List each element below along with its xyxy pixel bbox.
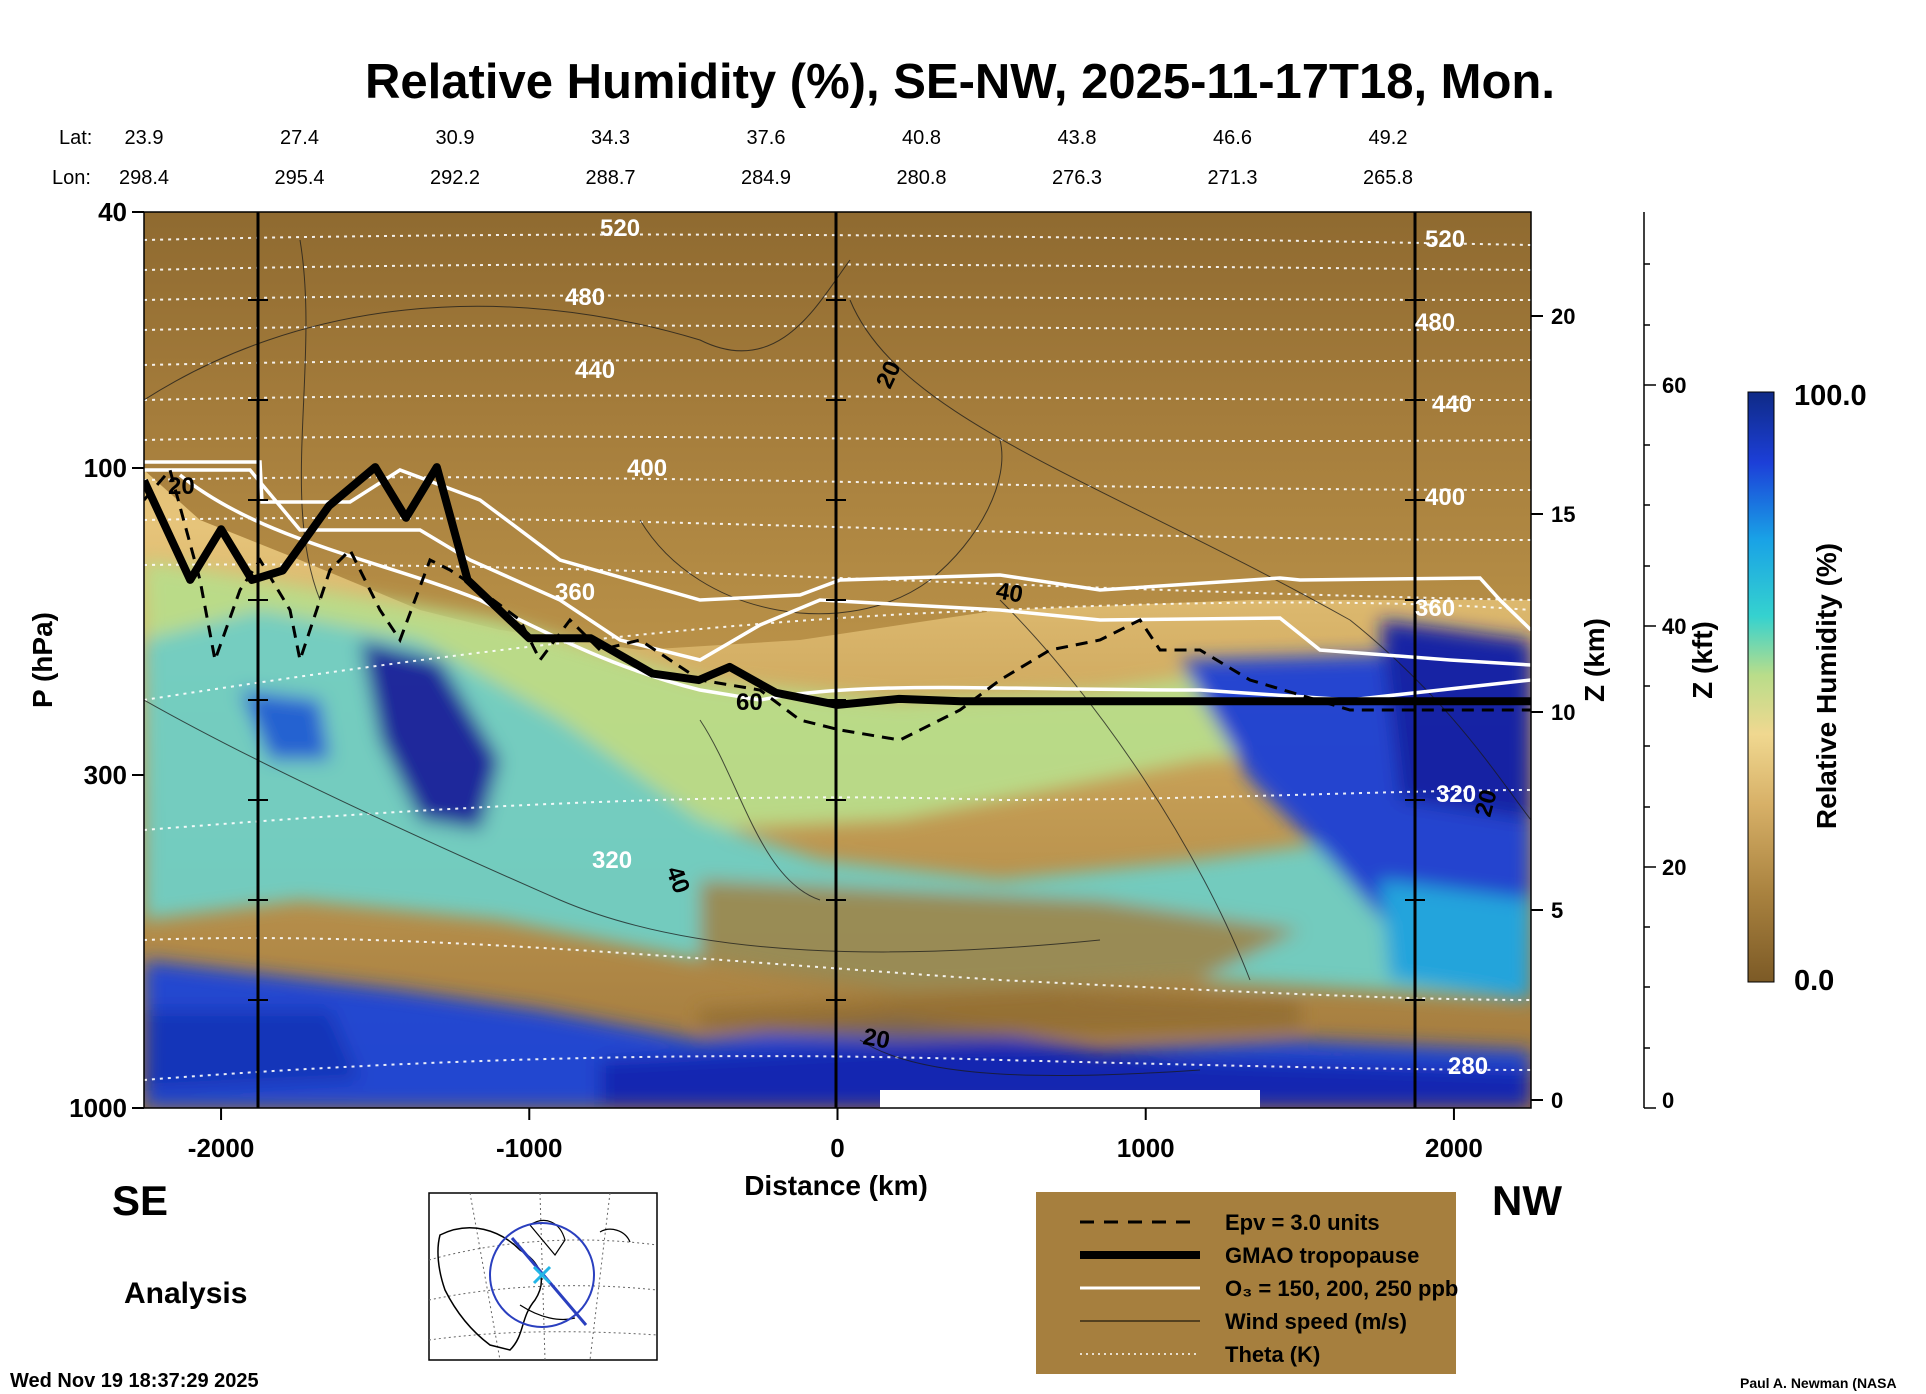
- direction-nw: NW: [1492, 1177, 1562, 1224]
- lat-value: 27.4: [280, 127, 319, 149]
- zkm-tick-label: 10: [1551, 700, 1575, 725]
- lon-value: 265.8: [1363, 167, 1413, 189]
- wind-label: 40: [994, 577, 1025, 608]
- theta-label: 480: [565, 284, 605, 311]
- lon-value: 298.4: [119, 167, 169, 189]
- lon-value: 288.7: [585, 167, 635, 189]
- timestamp: Wed Nov 19 18:37:29 2025: [10, 1370, 259, 1392]
- legend: Epv = 3.0 units GMAO tropopause O₃ = 150…: [1036, 1192, 1458, 1374]
- x-axis: -2000 -1000 0 1000 2000: [188, 1108, 1483, 1163]
- chart-title: Relative Humidity (%), SE-NW, 2025-11-17…: [365, 55, 1555, 109]
- theta-label: 520: [600, 215, 640, 242]
- wind-label: 20: [168, 473, 195, 500]
- zkft-tick-label: 20: [1662, 855, 1686, 880]
- theta-label: 400: [1425, 484, 1465, 511]
- x-tick-label: -1000: [496, 1133, 563, 1163]
- lat-label: Lat:: [59, 127, 92, 149]
- colorbar-label: Relative Humidity (%): [1811, 543, 1842, 829]
- zkft-tick-label: 60: [1662, 373, 1686, 398]
- zkft-axis-label: Z (kft): [1687, 621, 1718, 699]
- lon-value: 295.4: [274, 167, 324, 189]
- theta-label: 320: [592, 847, 632, 874]
- lon-value: 276.3: [1052, 167, 1102, 189]
- theta-label: 440: [1432, 391, 1472, 418]
- legend-entry: O₃ = 150, 200, 250 ppb: [1225, 1276, 1458, 1301]
- zkm-axis-label: Z (km): [1579, 618, 1610, 702]
- lat-values: 23.9 27.4 30.9 34.3 37.6 40.8 43.8 46.6 49.2: [125, 127, 1408, 149]
- zkm-tick-label: 20: [1551, 304, 1575, 329]
- lon-value: 280.8: [896, 167, 946, 189]
- lat-value: 23.9: [125, 127, 164, 149]
- zkm-tick-label: 0: [1551, 1088, 1563, 1113]
- inset-map: [428, 1192, 658, 1361]
- y-tick-label: 40: [98, 197, 127, 227]
- theta-label: 280: [1448, 1053, 1488, 1080]
- lat-value: 37.6: [747, 127, 786, 149]
- theta-label: 400: [627, 455, 667, 482]
- theta-label: 320: [1436, 781, 1476, 808]
- lat-value: 49.2: [1369, 127, 1408, 149]
- legend-entry: GMAO tropopause: [1225, 1243, 1419, 1268]
- x-tick-label: 2000: [1425, 1133, 1483, 1163]
- legend-entry: Wind speed (m/s): [1225, 1309, 1407, 1334]
- theta-label: 520: [1425, 226, 1465, 253]
- x-tick-label: 1000: [1117, 1133, 1175, 1163]
- lat-value: 30.9: [436, 127, 475, 149]
- wind-label: 20: [861, 1023, 892, 1054]
- colorbar-max: 100.0: [1794, 380, 1867, 412]
- legend-entry: Theta (K): [1225, 1342, 1320, 1367]
- lat-value: 34.3: [591, 127, 630, 149]
- zkft-tick-label: 0: [1662, 1088, 1674, 1113]
- lon-value: 292.2: [430, 167, 480, 189]
- theta-label: 440: [575, 357, 615, 384]
- colorbar: [1747, 391, 1775, 983]
- zkft-tick-label: 40: [1662, 614, 1686, 639]
- y-tick-label: 300: [84, 760, 127, 790]
- lon-value: 271.3: [1207, 167, 1257, 189]
- direction-se: SE: [112, 1177, 168, 1224]
- plot-area: 520 480 440 400 360 320 520 480 440 400 …: [144, 212, 1531, 1108]
- legend-entry: Epv = 3.0 units: [1225, 1210, 1380, 1235]
- colorbar-min: 0.0: [1794, 965, 1834, 997]
- lon-value: 284.9: [741, 167, 791, 189]
- lon-label: Lon:: [52, 167, 91, 189]
- x-axis-label: Distance (km): [744, 1170, 928, 1201]
- theta-label: 480: [1415, 309, 1455, 336]
- theta-label: 360: [1415, 595, 1455, 622]
- zkm-tick-label: 5: [1551, 898, 1563, 923]
- y-tick-label: 100: [84, 453, 127, 483]
- y-axis-label: P (hPa): [27, 612, 58, 708]
- wind-label: 60: [736, 689, 763, 716]
- credit: Paul A. Newman (NASA: [1740, 1375, 1897, 1391]
- x-tick-label: -2000: [188, 1133, 255, 1163]
- lat-value: 46.6: [1213, 127, 1252, 149]
- zkft-axis: [1643, 212, 1656, 1109]
- theta-label: 360: [555, 579, 595, 606]
- zkm-tick-label: 15: [1551, 502, 1575, 527]
- x-tick-label: 0: [830, 1133, 844, 1163]
- lon-values: 298.4 295.4 292.2 288.7 284.9 280.8 276.3 271.3…: [119, 167, 1413, 189]
- lat-value: 43.8: [1058, 127, 1097, 149]
- y-tick-label: 1000: [69, 1093, 127, 1123]
- lat-value: 40.8: [902, 127, 941, 149]
- analysis-label: Analysis: [124, 1277, 247, 1310]
